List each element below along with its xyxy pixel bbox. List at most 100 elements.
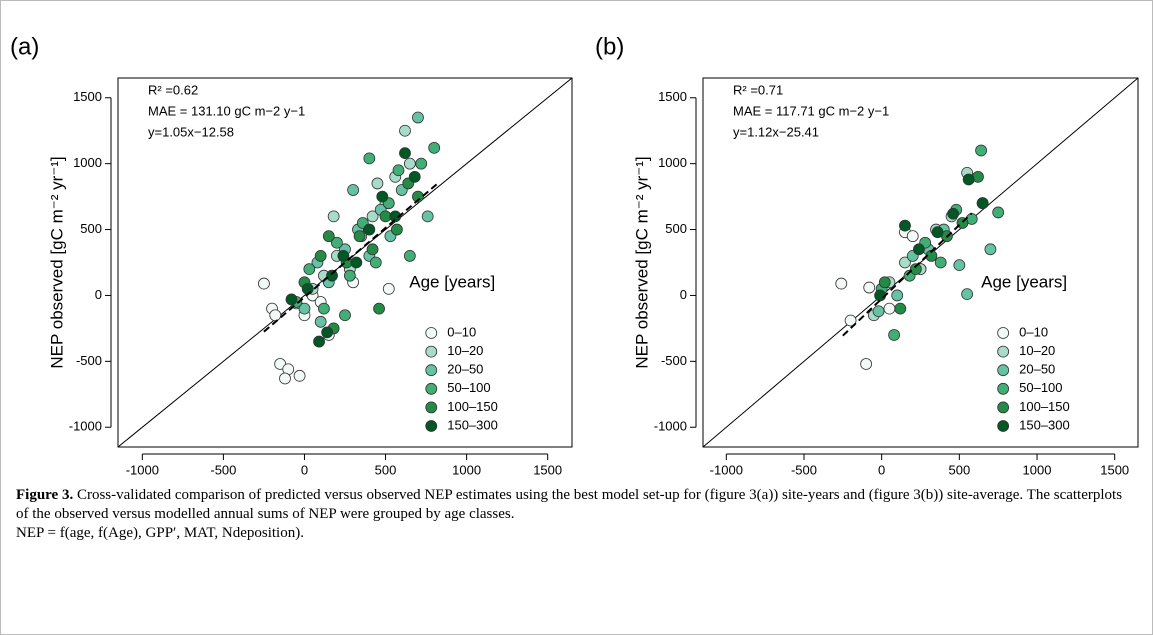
point <box>298 302 311 315</box>
point <box>415 157 428 170</box>
point <box>353 230 366 243</box>
point <box>835 277 848 290</box>
point <box>844 314 857 327</box>
y-axis-label: NEP observed [gC m⁻² yr⁻¹] <box>632 156 651 368</box>
legend-label: 100–150 <box>1019 399 1070 414</box>
plot-box <box>702 77 1139 448</box>
legend-marker <box>997 420 1010 432</box>
point <box>992 206 1005 219</box>
point <box>303 263 316 275</box>
point <box>403 157 416 170</box>
y-tick-label: -500 <box>76 353 102 368</box>
point <box>347 184 360 196</box>
point <box>872 305 885 318</box>
legend-marker <box>425 364 438 377</box>
point <box>888 329 900 341</box>
y-tick-label: -1000 <box>69 419 102 434</box>
fit-line <box>842 212 973 337</box>
x-tick-label: 1500 <box>1100 462 1129 477</box>
point <box>408 170 421 183</box>
y-tick-label: 0 <box>680 287 687 302</box>
x-tick-label: 1000 <box>452 462 481 477</box>
legend-label: 10–20 <box>1019 343 1055 358</box>
point <box>984 243 997 256</box>
caption: Figure 3. Cross-validated comparison of … <box>16 486 1136 543</box>
point <box>412 111 424 124</box>
legend-marker <box>425 345 438 358</box>
point <box>976 197 989 210</box>
identity-line <box>703 78 1138 447</box>
annotation: y=1.05x−12.58 <box>148 124 234 139</box>
y-tick-label: 500 <box>80 221 102 236</box>
fit-line <box>263 182 439 333</box>
point <box>428 141 441 154</box>
legend-marker <box>997 382 1010 395</box>
point <box>373 302 385 315</box>
x-tick-label: -1000 <box>126 462 159 477</box>
point <box>931 226 944 239</box>
point <box>327 210 340 223</box>
point <box>906 230 919 243</box>
point <box>258 277 270 290</box>
legend-label: 20–50 <box>447 362 483 377</box>
legend-label: 10–20 <box>447 343 483 358</box>
legend-marker <box>997 364 1010 377</box>
plot-area <box>118 78 572 447</box>
annotation: MAE = 117.71 gC m−2 y−1 <box>733 103 889 118</box>
point <box>371 177 384 190</box>
annotation: R² =0.71 <box>733 82 783 97</box>
point <box>326 269 338 282</box>
legend-marker <box>425 382 438 395</box>
point <box>399 124 411 137</box>
x-tick-label: -1000 <box>710 462 743 477</box>
y-tick-label: 0 <box>95 287 102 302</box>
x-tick-label: 500 <box>948 462 970 477</box>
legend-marker <box>997 327 1010 339</box>
y-tick-label: 1000 <box>73 155 102 170</box>
point <box>891 289 904 302</box>
caption-text: Cross-validated comparison of predicted … <box>16 487 1123 522</box>
panel-label: (a) <box>10 33 39 60</box>
point <box>975 144 987 157</box>
legend-label: 150–300 <box>1019 417 1070 432</box>
y-axis-label: NEP observed [gC m⁻² yr⁻¹] <box>47 156 66 368</box>
point <box>403 250 416 262</box>
legend-label: 50–100 <box>1019 380 1062 395</box>
point <box>318 302 330 315</box>
caption-formula: NEP = f(age, f(Age), GPP′, MAT, Ndeposit… <box>16 525 304 541</box>
legend-marker <box>425 420 438 432</box>
panel-label: (b) <box>595 33 624 60</box>
legend-label: 150–300 <box>447 417 498 432</box>
point <box>883 302 896 315</box>
point <box>314 315 327 328</box>
x-tick-label: 0 <box>878 462 885 477</box>
point <box>909 263 922 275</box>
point <box>376 190 389 203</box>
point <box>366 210 379 223</box>
figure: (a) -1000 -500 0 500 1000 1500 -1000 -500 0 500 100… <box>10 33 1139 477</box>
annotation: y=1.12x−25.41 <box>733 124 819 139</box>
point <box>399 147 411 160</box>
plot-area <box>703 78 1138 447</box>
point <box>363 223 376 236</box>
point <box>322 230 335 243</box>
point <box>953 259 966 272</box>
point <box>894 302 907 315</box>
legend-label: 50–100 <box>447 380 490 395</box>
legend-label: 20–50 <box>1019 362 1055 377</box>
point <box>366 243 379 256</box>
point <box>337 250 350 262</box>
point <box>390 223 403 236</box>
point <box>369 256 382 269</box>
y-tick-label: -500 <box>661 353 687 368</box>
annotation: MAE = 131.10 gC m−2 y−1 <box>148 103 305 118</box>
point <box>913 243 925 256</box>
point <box>899 219 911 232</box>
legend-label: 0–10 <box>447 324 476 339</box>
point <box>863 281 876 294</box>
point <box>293 369 306 382</box>
x-tick-label: 500 <box>375 462 397 477</box>
x-tick-label: 0 <box>301 462 308 477</box>
point <box>285 293 298 306</box>
